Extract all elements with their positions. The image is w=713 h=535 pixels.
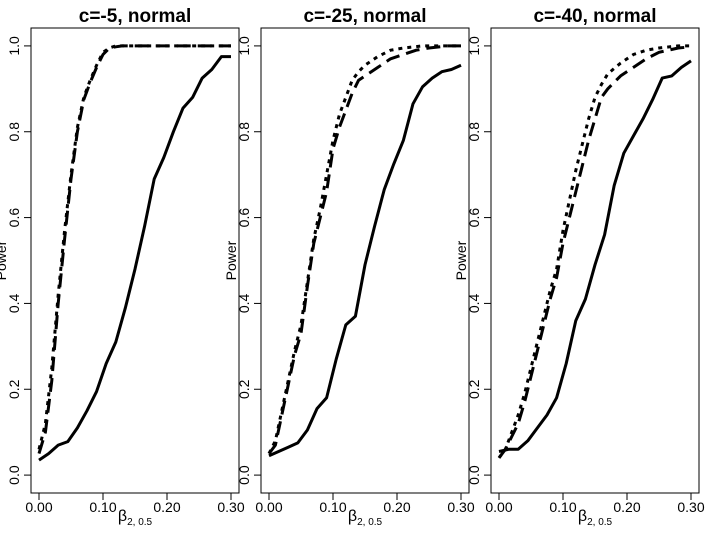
y-tick-label: 0.0: [6, 465, 22, 485]
x-tick-label: 0.20: [383, 499, 410, 515]
panel-3: c=-40, normal 0.0 0.2 0.4 0.6 0.8 1.0 0.00 0.10 0…: [453, 6, 705, 528]
x-axis-label: β2, 0.5: [348, 508, 383, 528]
y-axis-label: Power: [223, 240, 239, 280]
series-line-dashed: [497, 45, 692, 459]
series-line-dashed: [37, 44, 231, 455]
y-tick-label: 0.2: [466, 379, 482, 399]
panel-1: c=-5, normal 0.0 0.2 0.4 0.6 0.8 1.0 0.00 0.10 0.…: [0, 6, 245, 528]
x-axis-label: β2, 0.5: [118, 508, 153, 528]
series-line-dashed: [267, 44, 461, 455]
x-tick-label: 0.20: [613, 499, 640, 515]
y-tick-label: 0.6: [466, 208, 482, 228]
y-tick-label: 0.6: [236, 208, 252, 228]
x-tick-label: 0.30: [447, 499, 474, 515]
panel-title: c=-40, normal: [533, 6, 656, 27]
y-tick-label: 0.0: [466, 465, 482, 485]
panel-title: c=-25, normal: [303, 6, 426, 27]
x-tick-label: 0.10: [319, 499, 346, 515]
y-tick-label: 1.0: [236, 36, 252, 56]
x-tick-label: 0.20: [153, 499, 180, 515]
y-tick-label: 0.8: [466, 122, 482, 142]
y-tick-label: 0.8: [236, 122, 252, 142]
plot-frame: [490, 27, 700, 494]
plot-frame: [260, 27, 470, 494]
x-tick-label: 0.30: [677, 499, 704, 515]
series-line-dotted: [497, 44, 691, 459]
plot-frame: [30, 27, 240, 494]
x-tick-label: 0.10: [89, 499, 116, 515]
y-tick-label: 0.4: [6, 293, 22, 313]
x-axis-label: β2, 0.5: [578, 508, 613, 528]
y-tick-label: 0.8: [6, 122, 22, 142]
panel-2: c=-25, normal 0.0 0.2 0.4 0.6 0.8 1.0 0.00 0.10 0…: [223, 6, 475, 528]
y-tick-label: 0.6: [6, 208, 22, 228]
y-tick-label: 1.0: [466, 36, 482, 56]
x-tick-label: 0.00: [255, 499, 282, 515]
x-tick-label: 0.00: [485, 499, 512, 515]
series-line-dotted: [37, 44, 231, 450]
y-tick-label: 0.0: [236, 465, 252, 485]
series-line-dotted: [267, 44, 461, 455]
y-tick-label: 0.4: [236, 293, 252, 313]
series-line-solid: [498, 59, 692, 453]
x-tick-label: 0.10: [549, 499, 576, 515]
y-axis-label: Power: [453, 240, 469, 280]
series-line-solid: [38, 55, 231, 462]
y-tick-label: 0.2: [236, 379, 252, 399]
series-line-solid: [268, 63, 462, 458]
y-axis-label: Power: [0, 240, 9, 280]
y-tick-label: 0.2: [6, 379, 22, 399]
x-tick-label: 0.00: [25, 499, 52, 515]
y-tick-label: 1.0: [6, 36, 22, 56]
panel-title: c=-5, normal: [79, 6, 191, 27]
y-tick-label: 0.4: [466, 293, 482, 313]
x-tick-label: 0.30: [217, 499, 244, 515]
